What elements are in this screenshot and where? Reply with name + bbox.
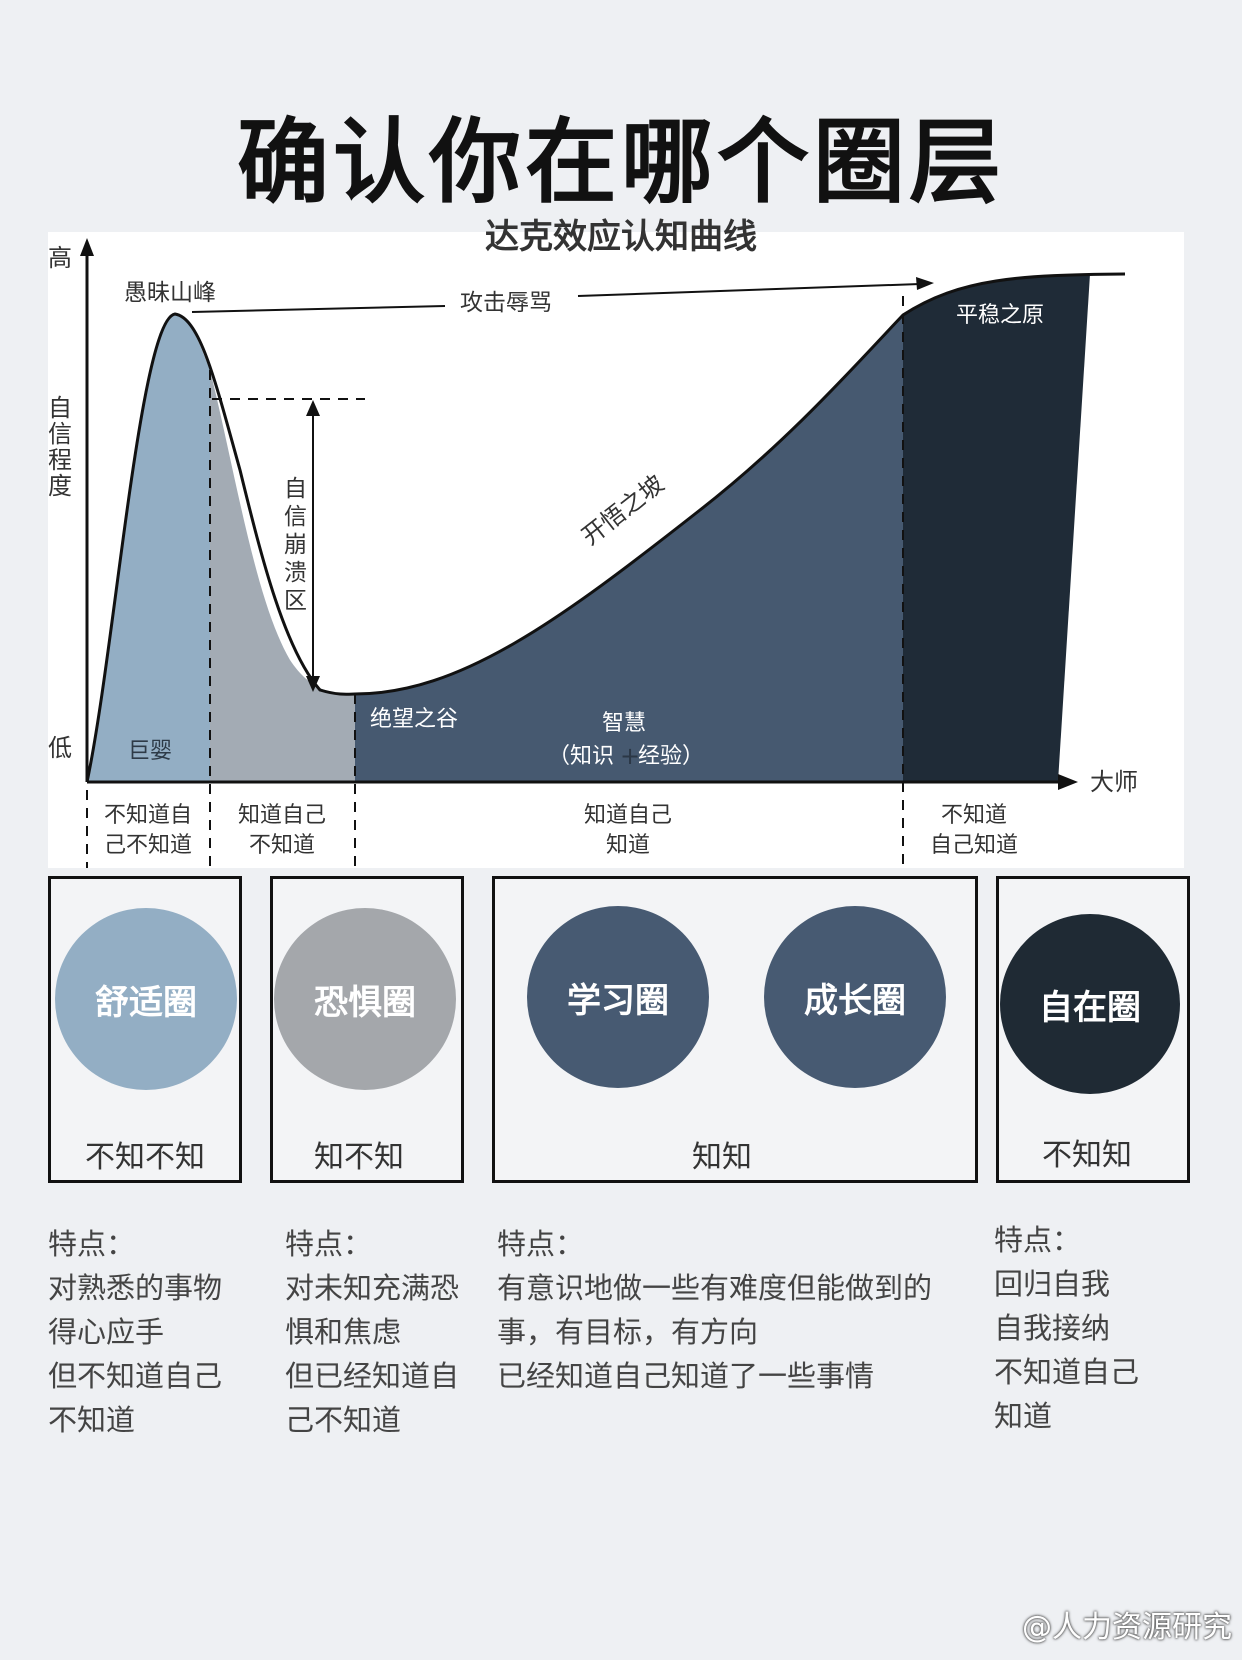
- description-line: 不知道: [48, 1403, 136, 1437]
- confidence-curve: [85, 272, 1126, 783]
- y-axis-label-3: 程: [48, 446, 72, 474]
- circle-growth: 成长圈: [764, 906, 946, 1088]
- stage-4-line-2: 自己知道: [930, 833, 1018, 858]
- description-line: 有意识地做一些有难度但能做到的: [497, 1271, 933, 1305]
- description-line: 回归自我: [994, 1267, 1111, 1301]
- stage-3-line-1: 知道自己: [584, 803, 672, 828]
- x-axis-arrow: [1058, 774, 1078, 790]
- attack-arrow-head: [916, 277, 934, 290]
- attack-line-b: [577, 283, 921, 297]
- description-head: 特点：: [285, 1227, 373, 1261]
- dunning-kruger-chart: 达克效应认知曲线 高 低 自 信 程 度 大师 愚昧山峰 攻击辱骂 自 信 崩 …: [48, 217, 1138, 868]
- watermark: @人力资源研究: [1022, 1610, 1232, 1645]
- description-free: 特点： 回归自我 自我接纳 不知道自己 知道: [994, 1218, 1139, 1438]
- attack-line-a: [191, 305, 446, 313]
- description-line: 对未知充满恐: [285, 1271, 460, 1305]
- caption-learning: 知知: [692, 1140, 752, 1175]
- y-high-label: 高: [48, 244, 72, 272]
- plateau-label: 平稳之原: [956, 303, 1044, 328]
- circle-learning: 学习圈: [527, 906, 709, 1088]
- stage-3-line-2: 知道: [606, 833, 650, 858]
- attack-label: 攻击辱骂: [460, 290, 552, 316]
- collapse-label-5: 区: [284, 588, 307, 614]
- description-line: 自我接纳: [994, 1311, 1111, 1345]
- x-axis-end-label: 大师: [1090, 768, 1138, 796]
- caption-fear: 知不知: [314, 1140, 404, 1175]
- description-line: 已经知道自己知道了一些事情: [497, 1359, 875, 1393]
- circle-comfort: 舒适圈: [55, 908, 237, 1090]
- description-learning: 特点： 有意识地做一些有难度但能做到的 事，有目标，有方向 已经知道自己知道了一…: [497, 1222, 932, 1398]
- wisdom-label: 智慧: [602, 711, 646, 736]
- y-axis-label-1: 自: [48, 394, 72, 422]
- y-axis-label-2: 信: [48, 420, 72, 448]
- learning-zone-area: [355, 315, 903, 782]
- stage-1-line-1: 不知道自: [104, 803, 192, 828]
- mastery-zone-area: [903, 274, 1090, 782]
- description-comfort: 特点： 对熟悉的事物 得心应手 但不知道自己 不知道: [48, 1222, 222, 1442]
- collapse-label-3: 崩: [284, 532, 307, 558]
- slope-label: 开悟之坡: [576, 470, 669, 551]
- caption-comfort: 不知不知: [85, 1140, 205, 1175]
- subtitle: 达克效应认知曲线: [485, 217, 757, 257]
- description-line: 事，有目标，有方向: [497, 1315, 759, 1349]
- description-line: 知道: [994, 1399, 1053, 1433]
- description-head: 特点：: [994, 1223, 1082, 1257]
- collapse-arrow-down: [306, 676, 320, 692]
- valley-label: 绝望之谷: [370, 707, 458, 732]
- comfort-zone-area: [87, 314, 210, 782]
- stage-4-line-1: 不知道: [941, 803, 1007, 828]
- collapse-arrow-up: [306, 400, 320, 416]
- description-line: 惧和焦虑: [285, 1315, 402, 1349]
- peak-label: 愚昧山峰: [124, 280, 216, 306]
- collapse-label-1: 自: [284, 476, 307, 502]
- wisdom-formula-plus: +: [620, 742, 640, 770]
- collapse-label-4: 溃: [284, 560, 307, 586]
- description-fear: 特点： 对未知充满恐 惧和焦虑 但已经知道自 己不知道: [285, 1222, 459, 1442]
- circle-free: 自在圈: [1000, 914, 1180, 1094]
- description-line: 不知道自己: [994, 1355, 1140, 1389]
- description-line: 但已经知道自: [285, 1359, 460, 1393]
- description-head: 特点：: [497, 1227, 585, 1261]
- description-line: 但不知道自己: [48, 1359, 223, 1393]
- y-axis-label-4: 度: [48, 472, 72, 500]
- baby-label: 巨婴: [128, 739, 172, 764]
- wisdom-formula-left: （知识: [548, 744, 614, 769]
- y-axis-arrow: [80, 238, 94, 256]
- y-low-label: 低: [48, 734, 72, 762]
- description-head: 特点：: [48, 1227, 136, 1261]
- description-line: 己不知道: [285, 1403, 402, 1437]
- description-line: 得心应手: [48, 1315, 165, 1349]
- caption-free: 不知知: [1042, 1138, 1132, 1173]
- collapse-label-2: 信: [284, 504, 307, 530]
- circle-fear: 恐惧圈: [274, 908, 456, 1090]
- description-line: 对熟悉的事物: [48, 1271, 223, 1305]
- stage-2-line-2: 不知道: [249, 833, 315, 858]
- fear-zone-area: [210, 370, 355, 782]
- page-title: 确认你在哪个圈层: [236, 109, 1005, 216]
- wisdom-formula-right: 经验）: [638, 744, 704, 769]
- stage-2-line-1: 知道自己: [238, 803, 326, 828]
- stage-1-line-2: 己不知道: [104, 833, 192, 858]
